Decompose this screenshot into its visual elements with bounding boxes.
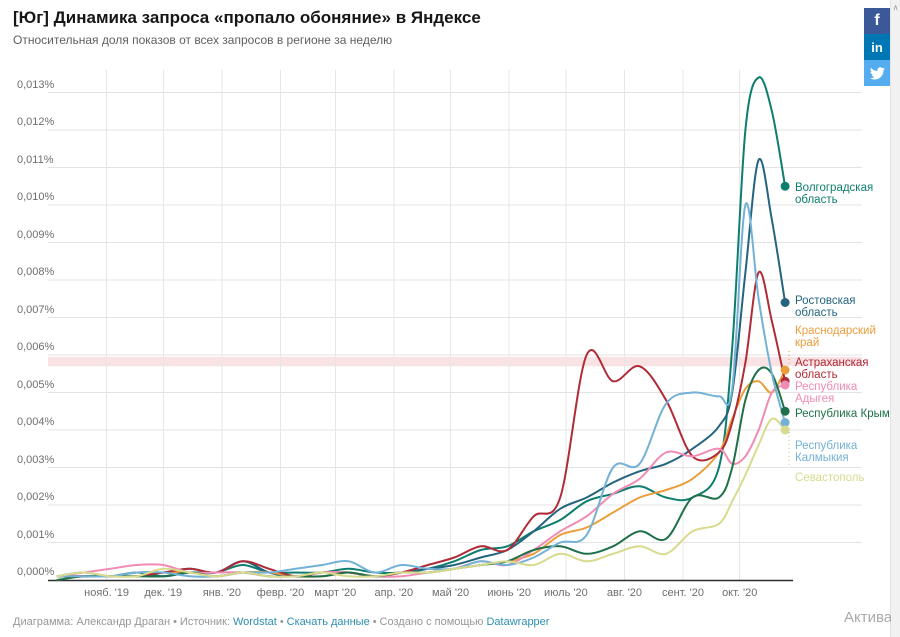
series-label: Краснодарский край [795,325,876,349]
facebook-share-button[interactable]: f [864,8,890,34]
linkedin-icon: in [871,39,883,55]
gridlines [48,70,862,580]
chart-footer: Диаграмма: Александр Драган • Источник: Wo… [13,616,549,628]
x-tick-label: июнь '20 [487,587,531,599]
x-tick-label: сент. '20 [662,587,705,599]
y-tick-label: 0,001% [17,528,55,541]
series-line [56,417,787,578]
source-label: Источник: [179,616,230,628]
highlight-band [48,356,862,367]
series-end-dot [780,418,790,427]
series-line [56,76,787,578]
series-end-dot [780,298,790,307]
series-end-dot [780,406,790,416]
x-tick-label: март '20 [314,587,357,599]
series-end-dot [780,425,790,435]
series-label: Республика Адыгея [795,381,858,405]
series-end-dot [780,380,790,390]
y-tick-label: 0,009% [17,228,55,241]
separator-dot: • [173,616,177,628]
series-label: Республика Крым [795,408,890,420]
x-tick-label: июль '20 [544,587,588,599]
y-tick-label: 0,005% [17,378,55,391]
created-with-label: Создано с помощью [379,616,484,628]
y-tick-label: 0,004% [17,416,55,428]
series-label: Севастополь [795,472,865,484]
x-tick-label: авг. '20 [606,587,642,599]
x-tick-label: нояб. '19 [84,587,130,599]
series-end-dot [780,181,790,191]
series-label: Волгоградская область [795,182,874,206]
y-tick-label: 0,010% [17,191,55,203]
x-tick-label: апр. '20 [374,587,414,599]
twitter-bird-icon [869,66,885,79]
y-tick-label: 0,013% [17,78,55,91]
datawrapper-link[interactable]: Datawrapper [486,616,550,628]
chart-subtitle: Относительная доля показов от всех запро… [13,33,393,47]
byline: Диаграмма: Александр Драган [13,616,171,628]
scrollbar-track[interactable]: ∧ [890,0,900,637]
chart-title: [Юг] Динамика запроса «пропало обоняние»… [13,8,481,27]
scroll-up-arrow-icon[interactable]: ∧ [892,3,899,12]
y-tick-label: 0,000% [17,566,55,578]
x-tick-label: янв. '20 [202,587,242,599]
linkedin-share-button[interactable]: in [864,34,890,60]
x-tick-label: февр. '20 [256,587,305,599]
x-tick-label: окт. '20 [722,587,758,599]
y-tick-label: 0,003% [17,453,55,466]
series-label: Астраханская область [795,357,869,381]
twitter-share-button[interactable] [864,60,890,86]
series-end-dot [780,365,790,375]
y-tick-label: 0,002% [17,491,55,503]
x-tick-label: дек. '19 [144,587,183,599]
y-tick-label: 0,012% [17,116,55,128]
series-line [56,157,787,578]
download-data-link[interactable]: Скачать данные [286,616,370,628]
x-tick-label: май '20 [431,587,470,599]
share-buttons: f in [864,8,890,86]
series-label: Республика Калмыкия [795,440,858,464]
source-link[interactable]: Wordstat [233,616,277,628]
y-tick-label: 0,006% [17,341,55,353]
y-tick-label: 0,007% [17,303,55,316]
series-label: Ростовская область [795,295,856,319]
separator-dot: • [279,616,284,628]
series-line [56,270,787,578]
windows-activation-watermark: Актива [844,609,891,626]
y-tick-label: 0,011% [17,153,54,166]
facebook-icon: f [874,12,880,29]
separator-dot: • [372,616,377,628]
series-line [56,202,787,578]
y-tick-label: 0,008% [17,266,55,278]
